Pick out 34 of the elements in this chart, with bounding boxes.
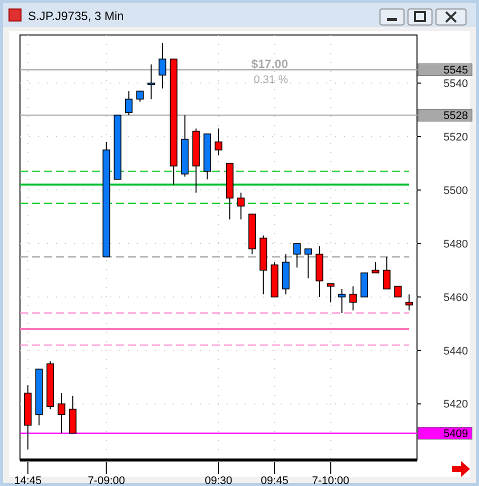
- candlestick: [349, 286, 357, 311]
- x-tick-label: 7-09:00: [88, 475, 126, 486]
- candlestick: [304, 248, 312, 279]
- y-tick-label: 5500: [444, 184, 468, 197]
- chart-title: S.JP.J9735, 3 Min: [28, 9, 124, 23]
- ref-line-label: 5528: [444, 110, 468, 122]
- x-tick-label: 09:45: [260, 475, 288, 486]
- candlestick: [158, 42, 166, 89]
- y-tick-label: 5540: [444, 78, 468, 90]
- ref-line-label: 5409: [444, 428, 468, 440]
- candlestick: [147, 64, 155, 100]
- candlestick: [405, 294, 413, 311]
- candlestick: [372, 262, 380, 274]
- y-tick-label: 5460: [444, 292, 468, 304]
- candlestick: [214, 128, 222, 156]
- y-tick-label: 5480: [444, 238, 468, 250]
- candlestick: [394, 286, 402, 298]
- candlestick: [125, 90, 133, 116]
- x-tick-label: 7-10:00: [312, 475, 350, 486]
- candlestick: [293, 242, 301, 268]
- candlestick: [338, 288, 346, 314]
- x-tick-label: 14:45: [14, 475, 42, 486]
- x-tick-label: 09:30: [204, 475, 232, 486]
- ref-line-label: 5545: [444, 64, 468, 77]
- annotation: 0.31 %: [254, 74, 288, 86]
- candlestick: [136, 90, 144, 102]
- annotation: $17.00: [251, 57, 288, 71]
- candlestick: [382, 256, 390, 290]
- candlestick: [326, 283, 334, 303]
- y-tick-label: 5420: [444, 398, 468, 411]
- y-tick-label: 5440: [444, 345, 468, 358]
- y-tick-label: 5520: [444, 131, 468, 144]
- candlestick: [58, 392, 66, 434]
- candlestick: [237, 192, 245, 220]
